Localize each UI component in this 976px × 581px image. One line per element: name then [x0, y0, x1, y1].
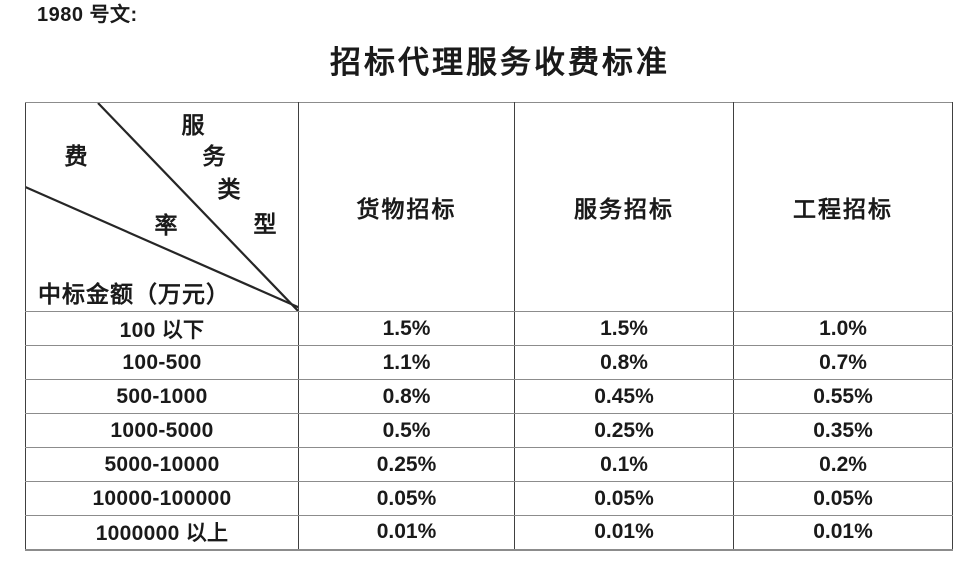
corner-label-service-char: 类: [217, 177, 241, 202]
column-header-goods: 货物招标: [298, 102, 515, 312]
row-range-label: 10000-100000: [25, 481, 299, 516]
corner-label-rate-char: 费: [64, 144, 88, 169]
corner-label-service-char: 务: [202, 144, 226, 169]
rate-value: 0.35%: [733, 413, 953, 448]
rate-value: 0.1%: [514, 447, 734, 482]
table-row: 1000000 以上 0.01% 0.01% 0.01%: [25, 515, 953, 550]
doc-number-label: 1980 号文:: [37, 4, 138, 26]
rate-value: 1.1%: [298, 345, 515, 380]
table-header-row: 服 务 类 型 费 率 中标金额（万元） 货物招标 服务招标 工程招标: [25, 102, 953, 312]
rate-value: 0.7%: [733, 345, 953, 380]
table-row: 100 以下 1.5% 1.5% 1.0%: [25, 311, 953, 346]
rate-value: 0.8%: [298, 379, 515, 414]
rate-value: 0.45%: [514, 379, 734, 414]
column-header-engineering: 工程招标: [733, 102, 953, 312]
corner-amount-axis-label: 中标金额（万元）: [38, 282, 230, 307]
fee-standard-table: 服 务 类 型 费 率 中标金额（万元） 货物招标 服务招标 工程招标 100 …: [25, 102, 953, 551]
rate-value: 0.8%: [514, 345, 734, 380]
rate-value: 0.01%: [733, 515, 953, 550]
rate-value: 0.01%: [298, 515, 515, 550]
row-range-label: 1000000 以上: [25, 515, 299, 550]
rate-value: 0.5%: [298, 413, 515, 448]
corner-header-cell: 服 务 类 型 费 率 中标金额（万元）: [25, 102, 299, 312]
table-row: 10000-100000 0.05% 0.05% 0.05%: [25, 481, 953, 516]
rate-value: 1.0%: [733, 311, 953, 346]
row-range-label: 1000-5000: [25, 413, 299, 448]
row-range-label: 100-500: [25, 345, 299, 380]
row-range-label: 500-1000: [25, 379, 299, 414]
rate-value: 0.25%: [298, 447, 515, 482]
rate-value: 0.55%: [733, 379, 953, 414]
corner-label-rate-char: 率: [154, 213, 178, 238]
corner-label-service-char: 型: [253, 212, 277, 237]
table-row: 5000-10000 0.25% 0.1% 0.2%: [25, 447, 953, 482]
table-row: 1000-5000 0.5% 0.25% 0.35%: [25, 413, 953, 448]
rate-value: 0.2%: [733, 447, 953, 482]
rate-value: 0.05%: [514, 481, 734, 516]
rate-value: 1.5%: [514, 311, 734, 346]
row-range-label: 100 以下: [25, 311, 299, 346]
rate-value: 0.05%: [298, 481, 515, 516]
diagonal-divider-lines: [26, 103, 298, 311]
rate-value: 0.05%: [733, 481, 953, 516]
rate-value: 1.5%: [298, 311, 515, 346]
table-row: 500-1000 0.8% 0.45% 0.55%: [25, 379, 953, 414]
row-range-label: 5000-10000: [25, 447, 299, 482]
table-row: 100-500 1.1% 0.8% 0.7%: [25, 345, 953, 380]
rate-value: 0.01%: [514, 515, 734, 550]
rate-value: 0.25%: [514, 413, 734, 448]
page-title: 招标代理服务收费标准: [330, 45, 670, 80]
corner-label-service-char: 服: [181, 113, 205, 138]
column-header-service: 服务招标: [514, 102, 734, 312]
